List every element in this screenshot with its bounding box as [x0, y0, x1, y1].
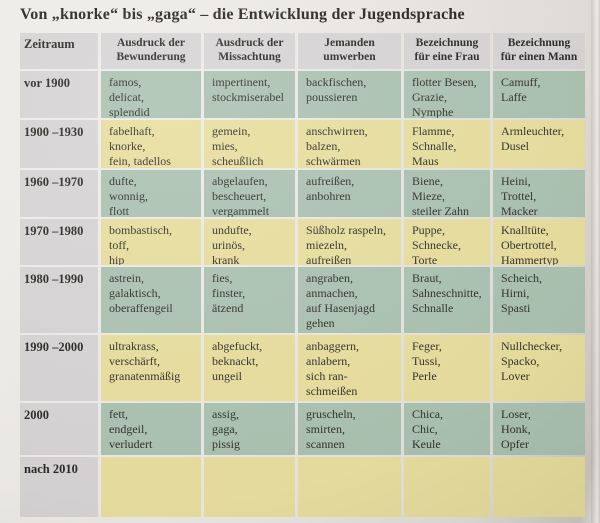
- table-cell: aufreißen, anbohren: [298, 170, 401, 217]
- table-cell: anbaggern, anlabern, sich ran- schmeißen: [298, 335, 401, 401]
- table-cell: famos, delicat, splendid: [101, 71, 201, 118]
- table-cell: gemein, mies, scheußlich: [204, 120, 295, 168]
- table-cell: [493, 457, 585, 517]
- table-cell: Biene, Mieze, steiler Zahn: [404, 170, 490, 217]
- period-cell: 2000: [20, 403, 98, 455]
- table-cell: angraben, anmachen, auf Hasenjagd gehen: [298, 267, 401, 333]
- column-header: Jemanden umwerben: [298, 33, 401, 69]
- table-cell: abgefuckt, beknackt, ungeil: [204, 335, 295, 401]
- table-cell: ultrakrass, verschärft, granatenmäßig: [101, 335, 201, 401]
- table-cell: Puppe, Schnecke, Torte: [404, 219, 490, 265]
- table-cell: abgelaufen, bescheuert, vergammelt: [204, 170, 295, 217]
- table-cell: Feger, Tussi, Perle: [404, 335, 490, 401]
- table-cell: Knalltüte, Obertrottel, Hammertyp: [493, 219, 585, 265]
- period-cell: 1990 –2000: [20, 335, 98, 401]
- column-header: Ausdruck der Missachtung: [204, 33, 295, 69]
- column-header: Ausdruck der Bewunderung: [101, 33, 201, 69]
- table-cell: fies, finster, ätzend: [204, 267, 295, 333]
- table-cell: Braut, Sahneschnitte, Schnalle: [404, 267, 490, 333]
- period-cell: 1900 –1930: [20, 120, 98, 168]
- table-cell: Heini, Trottel, Macker: [493, 170, 585, 217]
- jugendsprache-table: Zeitraum Ausdruck der Bewunderung Ausdruck…: [20, 33, 585, 517]
- page-title: Von „knorke“ bis „gaga“ – die Entwicklun…: [20, 6, 465, 23]
- table-cell: [404, 457, 490, 517]
- table-cell: astrein, galaktisch, oberaffengeil: [101, 267, 201, 333]
- table-cell: impertinent, stockmiserabel: [204, 71, 295, 118]
- table-cell: [298, 457, 401, 517]
- period-cell: 1960 –1970: [20, 170, 98, 217]
- column-header: Bezeichnung für einen Mann: [493, 33, 585, 69]
- table-cell: bombastisch, toff, hip: [101, 219, 201, 265]
- table-cell: Camuff, Laffe: [493, 71, 585, 118]
- table-cell: Scheich, Hirni, Spasti: [493, 267, 585, 333]
- period-cell: vor 1900: [20, 71, 98, 118]
- table-cell: assig, gaga, pissig: [204, 403, 295, 455]
- table-cell: fabelhaft, knorke, fein, tadellos: [101, 120, 201, 168]
- table-cell: undufte, urinös, krank: [204, 219, 295, 265]
- table-cell: flotter Besen, Grazie, Nymphe: [404, 71, 490, 118]
- period-cell: 1970 –1980: [20, 219, 98, 265]
- table-cell: fett, endgeil, verludert: [101, 403, 201, 455]
- column-header: Bezeichnung für eine Frau: [404, 33, 490, 69]
- table-cell: Flamme, Schnalle, Maus: [404, 120, 490, 168]
- table-cell: [101, 457, 201, 517]
- table-cell: Loser, Honk, Opfer: [493, 403, 585, 455]
- column-header: Zeitraum: [20, 33, 98, 69]
- table-cell: anschwirren, balzen, schwärmen: [298, 120, 401, 168]
- table-cell: [204, 457, 295, 517]
- table-cell: dufte, wonnig, flott: [101, 170, 201, 217]
- table-cell: Chica, Chic, Keule: [404, 403, 490, 455]
- table-cell: Süßholz raspeln, miezeln, aufreißen: [298, 219, 401, 265]
- table-cell: backfischen, poussieren: [298, 71, 401, 118]
- period-cell: nach 2010: [20, 457, 98, 517]
- table-cell: gruscheln, smirten, scannen: [298, 403, 401, 455]
- table-cell: Nullchecker, Spacko, Lover: [493, 335, 585, 401]
- page-edge-shadow: [591, 0, 600, 523]
- period-cell: 1980 –1990: [20, 267, 98, 333]
- table-cell: Armleuchter, Dusel: [493, 120, 585, 168]
